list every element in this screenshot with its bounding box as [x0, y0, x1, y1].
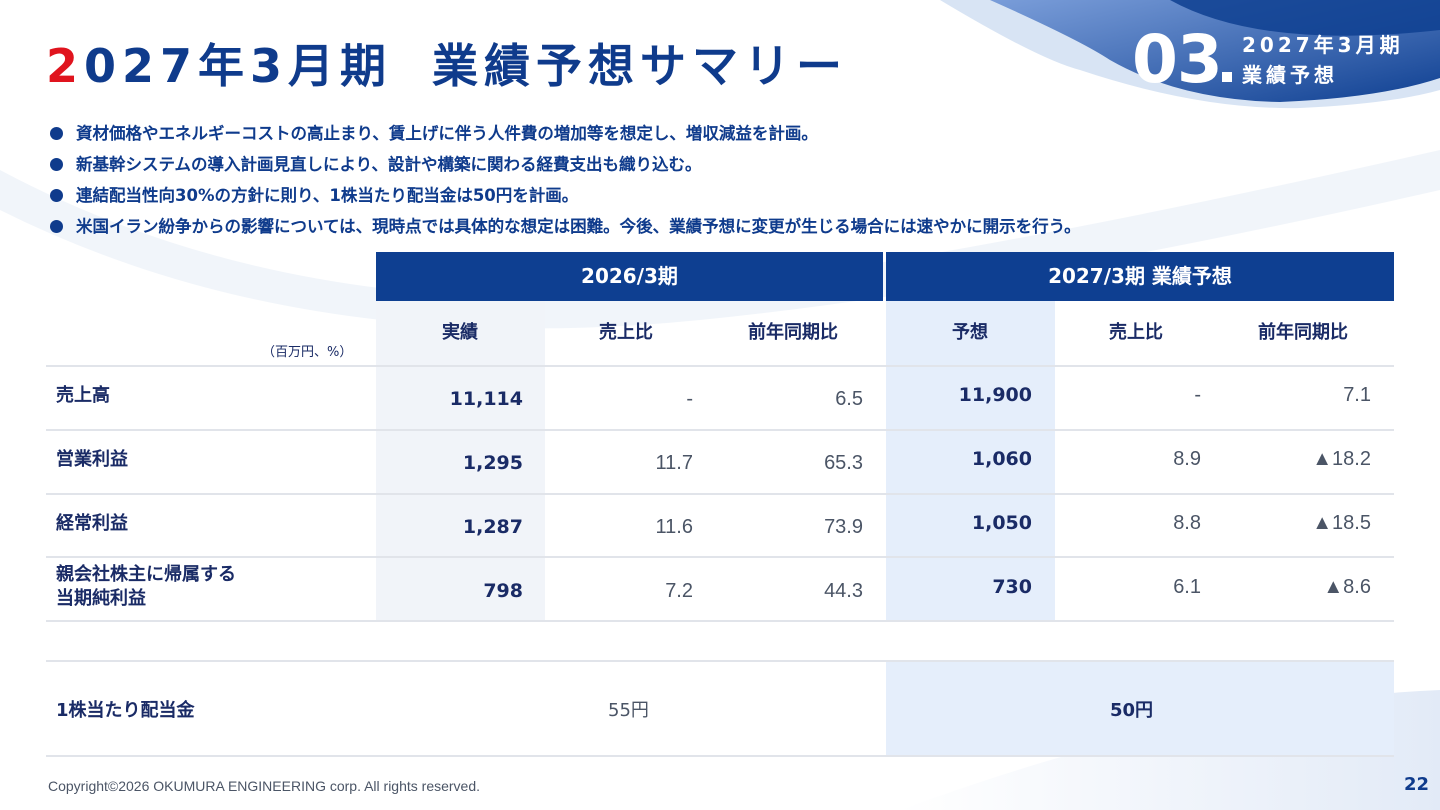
bullet-item: 資材価格やエネルギーコストの高止まり、賃上げに伴う人件費の増加等を想定し、増収減… — [50, 120, 1081, 151]
bullet-item: 連結配当性向30%の方針に則り、1株当たり配当金は50円を計画。 — [50, 182, 1081, 213]
cell-sales-ratio-prev: - — [686, 388, 693, 410]
cell-net-actual: 798 — [483, 580, 523, 602]
dividend-forecast-shade — [886, 662, 1394, 756]
cell-op-actual: 1,295 — [462, 452, 523, 474]
cell-net-ratio-prev: 7.2 — [665, 580, 693, 602]
cell-op-yoy-next: ▲18.2 — [1312, 448, 1371, 470]
forecast-column-shade — [886, 301, 1055, 621]
cell-net-yoy-prev: 44.3 — [824, 580, 863, 602]
section-label-line2: 業績予想 — [1242, 63, 1338, 87]
section-label: 2027年3月期 業績予想 — [1242, 30, 1404, 90]
row-label-dividend: 1株当たり配当金 — [56, 700, 195, 721]
title-period: 027年3月期 — [84, 39, 393, 93]
bullet-dot-icon — [50, 189, 63, 202]
col-yoy-prev: 前年同期比 — [748, 322, 838, 343]
cell-sales-forecast: 11,900 — [958, 384, 1032, 406]
header-fy2026: 2026/3期 — [376, 252, 883, 301]
cell-ord-ratio-prev: 11.6 — [655, 516, 693, 538]
row-label-sales: 売上高 — [56, 385, 110, 406]
bullet-dot-icon — [50, 158, 63, 171]
bullet-dot-icon — [50, 127, 63, 140]
row-label-ordinary-profit: 経常利益 — [56, 513, 128, 534]
summary-bullets: 資材価格やエネルギーコストの高止まり、賃上げに伴う人件費の増加等を想定し、増収減… — [50, 120, 1081, 244]
bullet-item: 新基幹システムの導入計画見直しにより、設計や構築に関わる経費支出も織り込む。 — [50, 151, 1081, 182]
row-divider — [46, 493, 1394, 495]
cell-net-ratio-next: 6.1 — [1173, 576, 1201, 598]
cell-sales-ratio-next: - — [1194, 384, 1201, 406]
row-divider — [46, 620, 1394, 622]
cell-net-forecast: 730 — [992, 576, 1032, 598]
copyright: Copyright©2026 OKUMURA ENGINEERING corp.… — [48, 778, 481, 794]
cell-ord-forecast: 1,050 — [971, 512, 1032, 534]
col-actual: 実績 — [442, 322, 478, 343]
header-fy2027-forecast: 2027/3期 業績予想 — [886, 252, 1394, 301]
unit-label: （百万円、%） — [262, 345, 353, 360]
bullet-item: 米国イラン紛争からの影響については、現時点では具体的な想定は困難。今後、業績予想… — [50, 213, 1081, 244]
row-divider — [46, 556, 1394, 558]
page-title: 2027年3月期 業績予想サマリー — [46, 34, 848, 98]
row-divider — [46, 755, 1394, 757]
cell-op-forecast: 1,060 — [971, 448, 1032, 470]
cell-ord-ratio-next: 8.8 — [1173, 512, 1201, 534]
cell-dividend-prev: 55円 — [608, 700, 649, 721]
cell-op-yoy-prev: 65.3 — [824, 452, 863, 474]
cell-net-yoy-next: ▲8.6 — [1323, 576, 1371, 598]
col-sales-ratio-prev: 売上比 — [599, 322, 653, 343]
col-sales-ratio-next: 売上比 — [1109, 322, 1163, 343]
section-label-line1: 2027年3月期 — [1242, 33, 1404, 57]
cell-ord-yoy-prev: 73.9 — [824, 516, 863, 538]
row-label-net-income: 親会社株主に帰属する 当期純利益 — [56, 563, 236, 611]
cell-sales-actual: 11,114 — [449, 388, 523, 410]
cell-dividend-next: 50円 — [1110, 700, 1154, 721]
col-forecast: 予想 — [952, 322, 988, 343]
row-label-net-income-line2: 当期純利益 — [56, 588, 146, 609]
page-number: 22 — [1404, 774, 1430, 795]
cell-sales-yoy-prev: 6.5 — [835, 388, 863, 410]
row-divider — [46, 429, 1394, 431]
cell-op-ratio-prev: 11.7 — [655, 452, 693, 474]
title-subtitle: 業績予想サマリー — [432, 39, 849, 93]
col-yoy-next: 前年同期比 — [1258, 322, 1348, 343]
bullet-dot-icon — [50, 220, 63, 233]
row-divider — [46, 660, 1394, 662]
cell-ord-yoy-next: ▲18.5 — [1312, 512, 1371, 534]
cell-ord-actual: 1,287 — [462, 516, 523, 538]
row-label-net-income-line1: 親会社株主に帰属する — [56, 564, 236, 585]
cell-op-ratio-next: 8.9 — [1173, 448, 1201, 470]
cell-sales-yoy-next: 7.1 — [1343, 384, 1371, 406]
row-divider — [46, 365, 1394, 367]
section-number: 03 — [1132, 21, 1223, 98]
row-label-operating-profit: 営業利益 — [56, 449, 128, 470]
actual-column-shade — [376, 301, 545, 621]
section-dot — [1222, 72, 1232, 82]
title-lead-digit: 2 — [46, 39, 85, 93]
